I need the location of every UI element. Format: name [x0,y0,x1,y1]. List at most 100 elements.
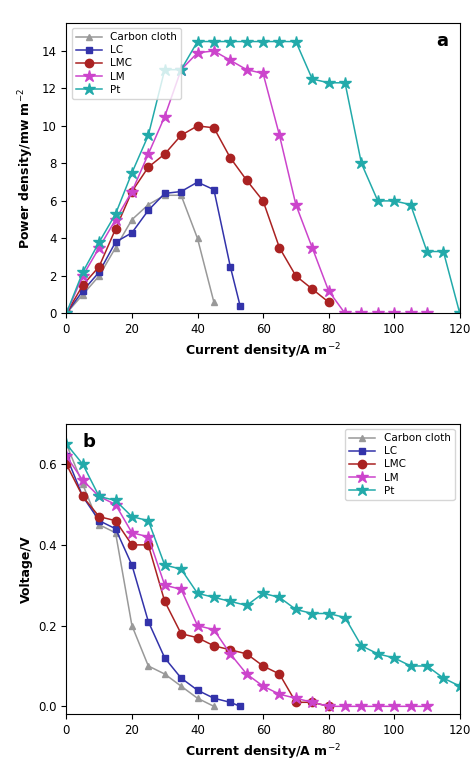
Pt [146,516,151,525]
LMC [293,271,299,280]
LMC [64,460,69,469]
LMC [64,309,69,318]
LC [211,185,217,195]
Line: Carbon cloth: Carbon cloth [63,441,218,710]
LM [129,528,135,537]
Pt [228,37,233,46]
X-axis label: Current density/A m$^{-2}$: Current density/A m$^{-2}$ [185,743,341,760]
Pt [293,605,299,614]
LM [228,649,233,658]
LMC [244,176,249,185]
Carbon cloth [129,621,135,630]
LMC [178,131,184,140]
Line: LC: LC [63,453,244,710]
LC [162,188,167,198]
Pt [146,131,151,140]
Pt [162,561,167,570]
LM [211,625,217,634]
LM [178,65,184,74]
LM [408,701,413,711]
LMC [162,150,167,159]
LC [129,561,135,570]
Line: LMC: LMC [62,460,333,711]
LMC [211,123,217,132]
Pt [408,661,413,670]
LMC [277,243,283,252]
LMC [80,280,86,290]
Pt [342,78,348,87]
LMC [129,540,135,549]
LM [244,65,249,74]
LM [392,701,397,711]
Pt [129,512,135,521]
LM [326,701,331,711]
LMC [96,512,102,521]
LMC [178,629,184,638]
LMC [211,641,217,651]
LM [244,670,249,679]
LM [408,309,413,318]
LMC [113,516,118,525]
Pt [293,37,299,46]
LM [342,701,348,711]
Pt [64,439,69,448]
LM [96,492,102,501]
X-axis label: Current density/A m$^{-2}$: Current density/A m$^{-2}$ [185,342,341,361]
LMC [146,163,151,172]
Line: Pt: Pt [60,35,466,320]
Pt [392,196,397,205]
LM [80,271,86,280]
Line: Carbon cloth: Carbon cloth [63,192,218,317]
Pt [326,78,331,87]
LC [96,268,102,277]
Line: Pt: Pt [60,438,466,692]
Pt [113,496,118,505]
LMC [310,284,315,293]
Pt [424,661,430,670]
Carbon cloth [146,661,151,670]
Pt [244,601,249,610]
Carbon cloth [113,528,118,537]
LM [260,682,266,691]
LC [146,206,151,215]
Pt [277,37,283,46]
Carbon cloth [195,694,201,703]
Pt [424,247,430,256]
Pt [326,609,331,618]
Pt [211,593,217,602]
LMC [277,670,283,679]
Pt [342,613,348,622]
LM [310,698,315,707]
LM [342,309,348,318]
Line: LM: LM [60,45,433,320]
LM [146,150,151,159]
Carbon cloth [195,234,201,243]
Pt [96,492,102,501]
Carbon cloth [146,200,151,209]
Pt [244,37,249,46]
Pt [457,309,463,318]
Pt [162,65,167,74]
Carbon cloth [162,670,167,679]
Pt [358,159,364,168]
Pt [211,37,217,46]
LMC [146,540,151,549]
LM [424,701,430,711]
LM [178,584,184,594]
Pt [358,641,364,651]
LMC [326,701,331,711]
LM [228,55,233,65]
LM [277,689,283,698]
LC [113,238,118,247]
LC [237,301,243,310]
Pt [375,649,381,658]
Carbon cloth [211,701,217,711]
Text: b: b [82,432,95,451]
LM [96,243,102,252]
Pt [457,682,463,691]
LMC [244,649,249,658]
LMC [80,492,86,501]
Pt [96,238,102,247]
LM [260,69,266,78]
LMC [96,262,102,271]
